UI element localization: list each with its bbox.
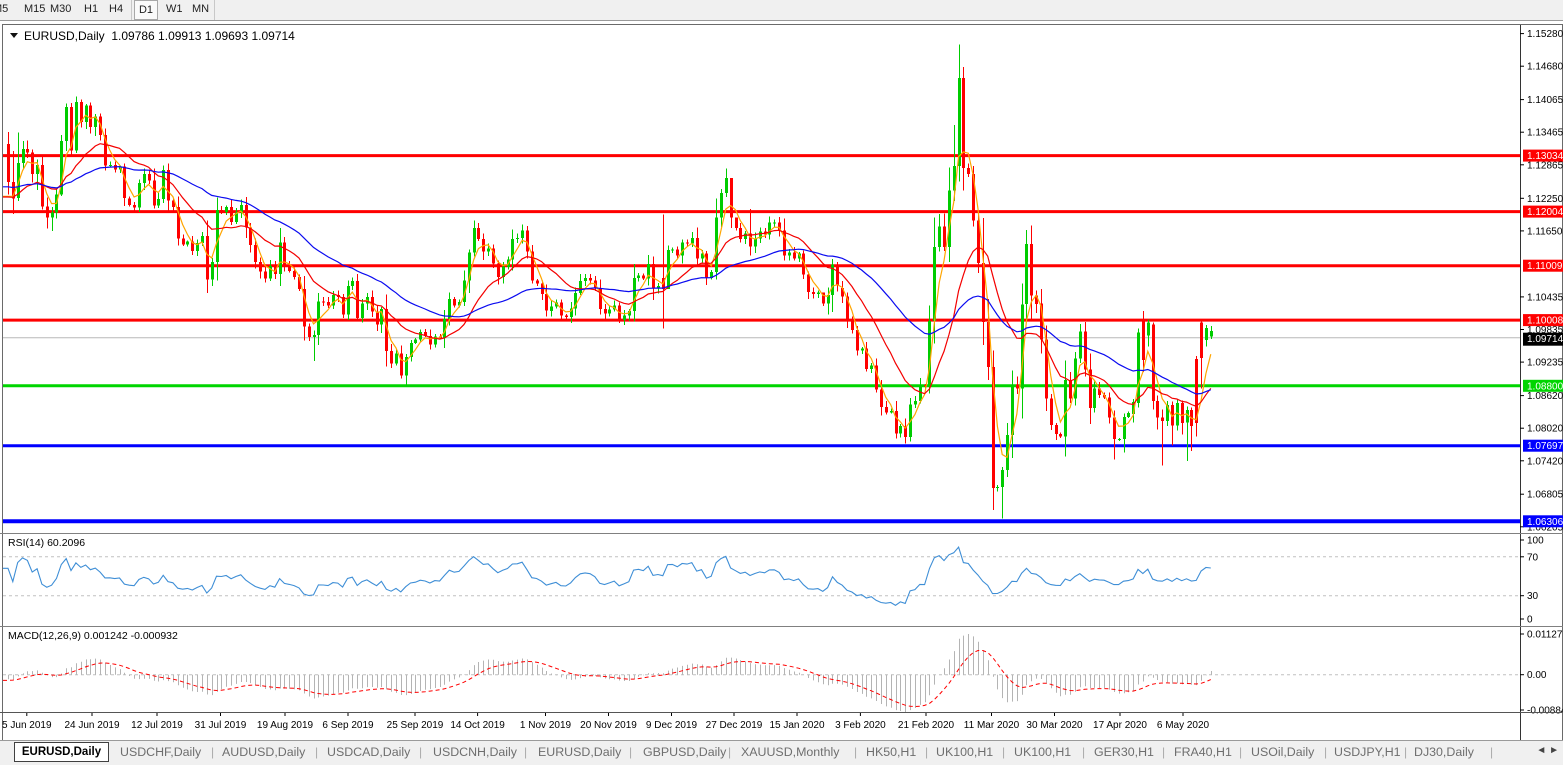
svg-text:MACD(12,26,9) 0.001242 -0.0009: MACD(12,26,9) 0.001242 -0.000932 xyxy=(8,630,178,642)
svg-text:30 Mar 2020: 30 Mar 2020 xyxy=(1026,720,1083,731)
svg-text:14 Oct 2019: 14 Oct 2019 xyxy=(450,720,505,731)
svg-text:1.13034: 1.13034 xyxy=(1527,151,1563,162)
svg-text:25 Sep 2019: 25 Sep 2019 xyxy=(387,720,444,731)
svg-text:27 Dec 2019: 27 Dec 2019 xyxy=(706,720,763,731)
svg-text:1.12004: 1.12004 xyxy=(1527,207,1563,218)
svg-text:1.13465: 1.13465 xyxy=(1527,128,1563,139)
svg-text:30: 30 xyxy=(1527,591,1539,602)
svg-text:RSI(14) 60.2096: RSI(14) 60.2096 xyxy=(8,537,85,549)
svg-text:17 Apr 2020: 17 Apr 2020 xyxy=(1093,720,1147,731)
svg-text:1.08620: 1.08620 xyxy=(1527,391,1563,402)
svg-text:21 Feb 2020: 21 Feb 2020 xyxy=(898,720,955,731)
svg-text:1.06306: 1.06306 xyxy=(1527,517,1563,528)
svg-text:11 Mar 2020: 11 Mar 2020 xyxy=(964,720,1020,731)
svg-text:1.07420: 1.07420 xyxy=(1527,456,1563,467)
svg-text:9 Dec 2019: 9 Dec 2019 xyxy=(646,720,698,731)
svg-text:1.12865: 1.12865 xyxy=(1527,160,1563,171)
svg-text:-0.008845: -0.008845 xyxy=(1527,706,1563,717)
svg-text:100: 100 xyxy=(1527,536,1544,547)
svg-text:1.11650: 1.11650 xyxy=(1527,226,1563,237)
svg-text:20 Nov 2019: 20 Nov 2019 xyxy=(580,720,637,731)
svg-text:6 Sep 2019: 6 Sep 2019 xyxy=(322,720,374,731)
svg-text:0: 0 xyxy=(1527,615,1533,626)
svg-text:1.08020: 1.08020 xyxy=(1527,424,1563,435)
svg-text:1.07697: 1.07697 xyxy=(1527,441,1563,452)
svg-text:1.12250: 1.12250 xyxy=(1527,194,1563,205)
svg-text:12 Jul 2019: 12 Jul 2019 xyxy=(131,720,183,731)
svg-text:24 Jun 2019: 24 Jun 2019 xyxy=(64,720,119,731)
svg-text:0.011277: 0.011277 xyxy=(1527,630,1563,641)
svg-text:1.09235: 1.09235 xyxy=(1527,358,1563,369)
svg-text:3 Feb 2020: 3 Feb 2020 xyxy=(835,720,886,731)
svg-text:15 Jan 2020: 15 Jan 2020 xyxy=(769,720,824,731)
svg-text:1.08800: 1.08800 xyxy=(1527,381,1563,392)
svg-text:5 Jun 2019: 5 Jun 2019 xyxy=(2,720,52,731)
svg-text:1.10435: 1.10435 xyxy=(1527,292,1563,303)
svg-text:1.09714: 1.09714 xyxy=(1527,334,1563,345)
svg-text:70: 70 xyxy=(1527,552,1539,563)
svg-text:31 Jul 2019: 31 Jul 2019 xyxy=(195,720,247,731)
svg-text:1.10008: 1.10008 xyxy=(1527,316,1563,327)
svg-text:1.15280: 1.15280 xyxy=(1527,29,1563,40)
svg-text:1.14680: 1.14680 xyxy=(1527,62,1563,73)
svg-text:1.14065: 1.14065 xyxy=(1527,95,1563,106)
svg-text:1.06205: 1.06205 xyxy=(1527,522,1563,533)
svg-text:1.11009: 1.11009 xyxy=(1527,261,1563,272)
svg-text:0.00: 0.00 xyxy=(1527,670,1547,681)
svg-text:EURUSD,Daily 1.09786 1.09913: EURUSD,Daily 1.09786 1.09913 1.09693 1.0… xyxy=(24,29,295,43)
svg-text:1 Nov 2019: 1 Nov 2019 xyxy=(520,720,572,731)
svg-text:19 Aug 2019: 19 Aug 2019 xyxy=(257,720,314,731)
svg-text:1.06805: 1.06805 xyxy=(1527,490,1563,501)
svg-text:6 May 2020: 6 May 2020 xyxy=(1157,720,1210,731)
svg-text:1.09835: 1.09835 xyxy=(1527,325,1563,336)
